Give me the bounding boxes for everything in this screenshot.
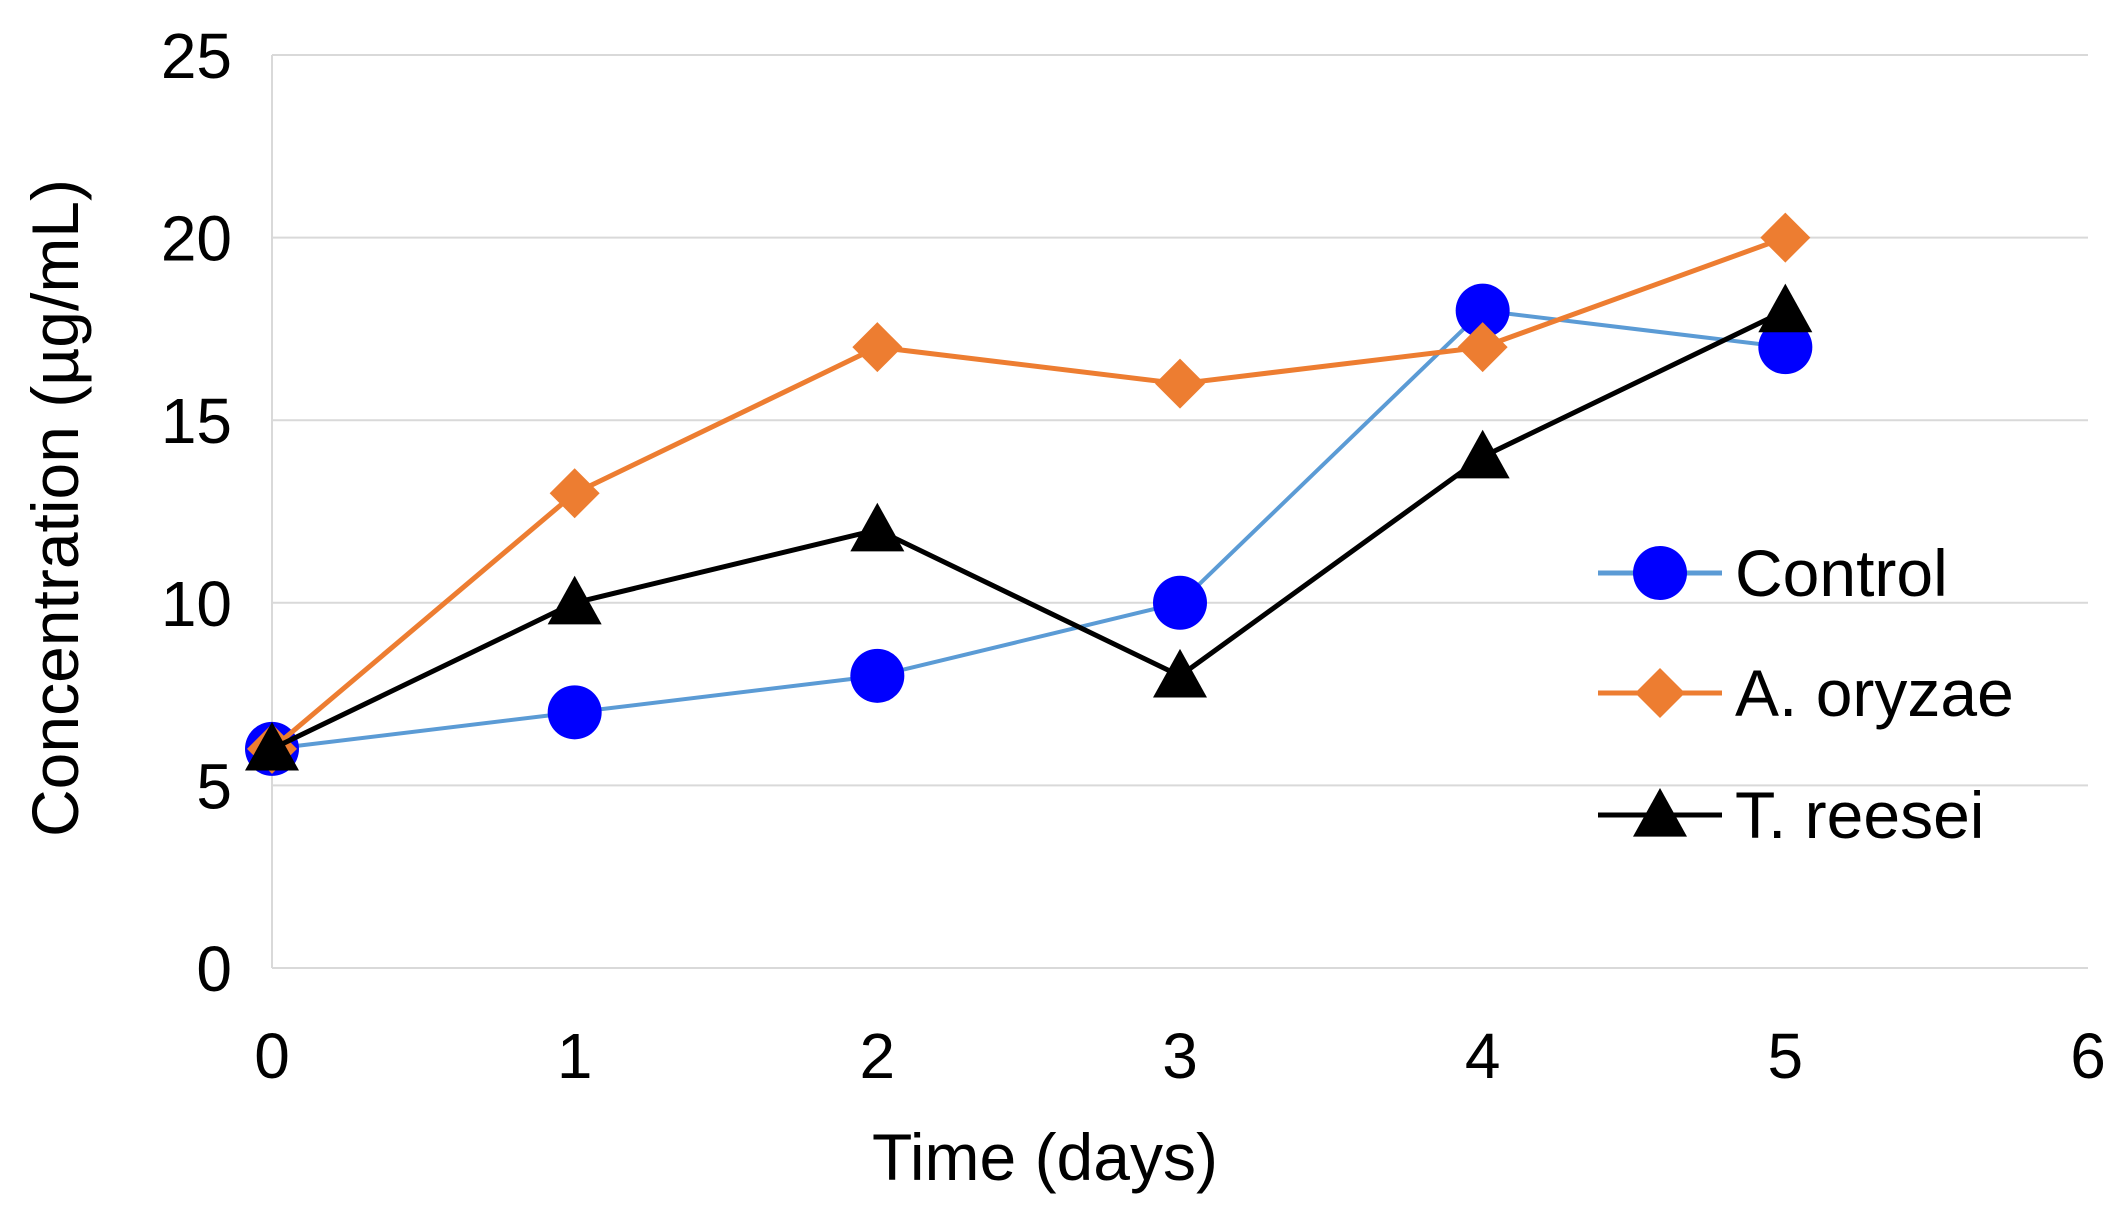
data-point-2-1 xyxy=(547,575,602,625)
x-tick-label: 4 xyxy=(1465,1020,1501,1092)
legend-marker-1 xyxy=(1635,668,1685,718)
series-0 xyxy=(245,283,1813,776)
series-line-0 xyxy=(271,308,1786,751)
x-tick-label: 6 xyxy=(2070,1020,2106,1092)
series-line-1 xyxy=(270,235,1787,751)
plot-series xyxy=(245,212,1813,776)
series-1 xyxy=(247,212,1811,774)
series-line-2 xyxy=(270,308,1787,752)
legend: Control A. oryzae T. reesei xyxy=(1598,536,2014,852)
legend-item-0: Control xyxy=(1598,536,1948,610)
x-tick-label: 0 xyxy=(254,1020,290,1092)
data-point-0-1 xyxy=(547,685,602,740)
series-2 xyxy=(245,283,1813,771)
y-axis-title: Concentration (µg/mL) xyxy=(18,179,92,837)
x-tick-label: 2 xyxy=(860,1020,896,1092)
data-point-1-1 xyxy=(549,468,600,519)
legend-item-2: T. reesei xyxy=(1598,778,1984,852)
data-point-0-2 xyxy=(850,648,905,703)
data-point-1-5 xyxy=(1760,212,1811,263)
data-point-0-5 xyxy=(1758,320,1813,375)
y-axis-ticks: 0 5 10 15 20 25 xyxy=(161,20,232,1005)
data-point-0-4 xyxy=(1455,283,1510,338)
x-axis-ticks: 0 1 2 3 4 5 6 xyxy=(254,1020,2106,1092)
x-tick-label: 5 xyxy=(1768,1020,1804,1092)
x-axis-title: Time (days) xyxy=(872,1120,1218,1194)
legend-label-0: Control xyxy=(1735,536,1948,610)
y-tick-label: 10 xyxy=(161,568,232,640)
legend-marker-2 xyxy=(1633,788,1687,837)
x-tick-label: 3 xyxy=(1162,1020,1198,1092)
x-tick-label: 1 xyxy=(557,1020,593,1092)
data-point-2-4 xyxy=(1455,429,1510,479)
legend-label-2: T. reesei xyxy=(1735,778,1984,852)
data-point-0-3 xyxy=(1153,575,1207,630)
y-tick-label: 0 xyxy=(196,933,232,1005)
data-point-2-5 xyxy=(1758,283,1813,333)
y-tick-label: 15 xyxy=(161,385,232,457)
data-point-2-2 xyxy=(850,502,905,552)
data-point-1-3 xyxy=(1155,358,1205,409)
data-point-2-3 xyxy=(1153,648,1207,698)
data-point-2-0 xyxy=(245,721,299,771)
legend-label-1: A. oryzae xyxy=(1735,656,2014,730)
data-point-1-2 xyxy=(852,322,903,373)
y-tick-label: 20 xyxy=(161,203,232,275)
legend-marker-0 xyxy=(1633,546,1687,600)
data-point-1-4 xyxy=(1457,322,1508,373)
legend-item-1: A. oryzae xyxy=(1598,656,2014,730)
y-tick-label: 25 xyxy=(161,20,232,92)
y-tick-label: 5 xyxy=(196,750,232,822)
